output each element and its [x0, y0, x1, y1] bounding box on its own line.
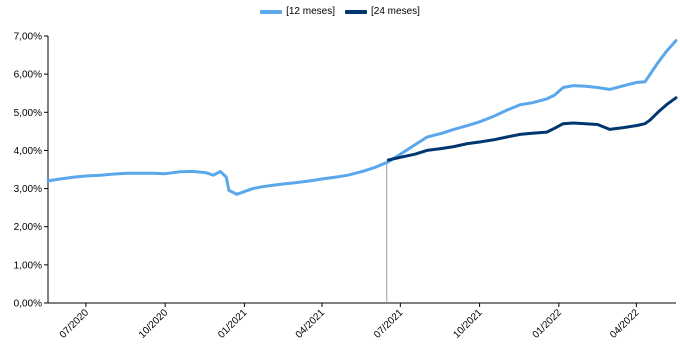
- x-tick-label: 10/2021: [451, 307, 485, 341]
- x-tick-label: 04/2021: [294, 307, 328, 341]
- legend-label-12m: [12 meses]: [286, 6, 335, 17]
- y-tick-label: 4,00%: [14, 146, 42, 157]
- x-tick-label: 01/2022: [531, 307, 565, 341]
- legend-item-24m[interactable]: [24 meses]: [345, 6, 420, 17]
- y-tick-label: 6,00%: [14, 70, 42, 81]
- y-tick-label: 1,00%: [14, 260, 42, 271]
- series-line-24-meses: [386, 96, 678, 162]
- series-lines: [46, 39, 678, 196]
- y-tick-label: 2,00%: [14, 222, 42, 233]
- y-tick-label: 0,00%: [14, 299, 42, 310]
- x-tick-label: 01/2021: [216, 307, 250, 341]
- legend-item-12m[interactable]: [12 meses]: [260, 6, 335, 17]
- y-tick-label: 5,00%: [14, 108, 42, 119]
- y-tick-label: 3,00%: [14, 184, 42, 195]
- y-tick-label: 7,00%: [14, 32, 42, 43]
- x-tick-label: 10/2020: [137, 307, 171, 341]
- x-tick-label: 07/2020: [58, 307, 92, 341]
- series-line-12-meses: [46, 39, 678, 196]
- legend-swatch-24m: [345, 9, 367, 14]
- y-axis-labels: 0,00% 1,00% 2,00% 3,00% 4,00% 5,00% 6,00% 7,00%: [14, 32, 42, 310]
- x-tick-label: 04/2022: [608, 307, 642, 341]
- x-axis-labels: 07/2020 10/2020 01/2021 04/2021 07/2021 10/20…: [58, 307, 642, 341]
- legend: [12 meses] [24 meses]: [0, 6, 680, 17]
- chart-axes: [44, 35, 676, 307]
- x-tick-label: 07/2021: [372, 307, 406, 341]
- legend-label-24m: [24 meses]: [371, 6, 420, 17]
- legend-swatch-12m: [260, 9, 283, 14]
